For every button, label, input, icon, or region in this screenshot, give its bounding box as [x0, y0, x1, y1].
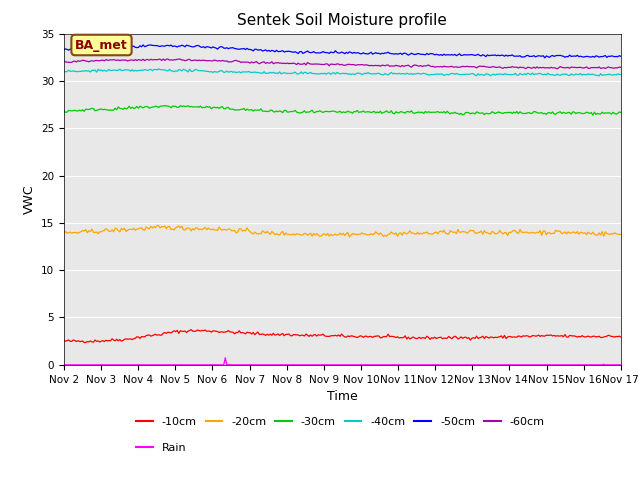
Line: -10cm: -10cm	[64, 330, 621, 343]
-10cm	[229, 329, 237, 335]
-10cm	[307, 332, 314, 338]
-20cm	[60, 230, 68, 236]
-30cm	[246, 107, 254, 113]
-20cm	[129, 227, 136, 233]
-60cm	[60, 58, 68, 64]
-40cm	[617, 72, 625, 77]
-20cm	[617, 231, 625, 237]
-30cm	[129, 104, 136, 110]
-30cm	[305, 109, 313, 115]
-50cm	[541, 55, 548, 61]
-50cm	[255, 47, 263, 53]
-40cm	[255, 70, 263, 76]
Line: -30cm: -30cm	[64, 106, 621, 115]
-10cm	[130, 336, 138, 342]
-50cm	[617, 53, 625, 59]
-60cm	[617, 64, 625, 70]
-30cm	[60, 108, 68, 114]
-50cm	[589, 53, 596, 59]
-50cm	[305, 49, 313, 55]
-60cm	[246, 60, 254, 66]
-10cm	[60, 338, 68, 344]
Y-axis label: VWC: VWC	[22, 184, 35, 214]
-40cm	[588, 72, 595, 77]
-30cm	[228, 106, 236, 112]
Title: Sentek Soil Moisture profile: Sentek Soil Moisture profile	[237, 13, 447, 28]
-30cm	[617, 109, 625, 115]
-10cm	[257, 332, 265, 337]
-50cm	[60, 47, 68, 52]
-20cm	[346, 234, 353, 240]
-30cm	[589, 112, 596, 118]
-50cm	[140, 42, 147, 48]
-10cm	[248, 331, 255, 337]
-10cm	[589, 333, 596, 339]
Line: -40cm: -40cm	[64, 69, 621, 76]
-60cm	[255, 61, 263, 67]
-60cm	[554, 66, 561, 72]
-10cm	[81, 340, 88, 346]
Legend: Rain: Rain	[136, 443, 186, 453]
-40cm	[228, 69, 236, 74]
-50cm	[228, 45, 236, 51]
-40cm	[246, 69, 254, 75]
Text: BA_met: BA_met	[75, 38, 128, 51]
-50cm	[129, 44, 136, 49]
-10cm	[188, 327, 195, 333]
-20cm	[255, 230, 263, 236]
-30cm	[588, 109, 595, 115]
-20cm	[153, 223, 161, 228]
-40cm	[305, 70, 313, 76]
-60cm	[305, 60, 313, 66]
-40cm	[155, 66, 163, 72]
-20cm	[305, 231, 313, 237]
-20cm	[228, 228, 236, 233]
-20cm	[246, 229, 254, 235]
-40cm	[129, 67, 136, 72]
-60cm	[129, 57, 136, 63]
-10cm	[617, 334, 625, 340]
-50cm	[246, 47, 254, 52]
-60cm	[589, 65, 596, 71]
-60cm	[228, 59, 236, 65]
Line: -50cm: -50cm	[64, 45, 621, 58]
-60cm	[159, 56, 167, 62]
-30cm	[161, 103, 169, 108]
Line: -60cm: -60cm	[64, 59, 621, 69]
-40cm	[60, 69, 68, 74]
-40cm	[595, 73, 603, 79]
X-axis label: Time: Time	[327, 390, 358, 403]
-20cm	[589, 229, 596, 235]
Line: -20cm: -20cm	[64, 226, 621, 237]
-30cm	[255, 108, 263, 113]
